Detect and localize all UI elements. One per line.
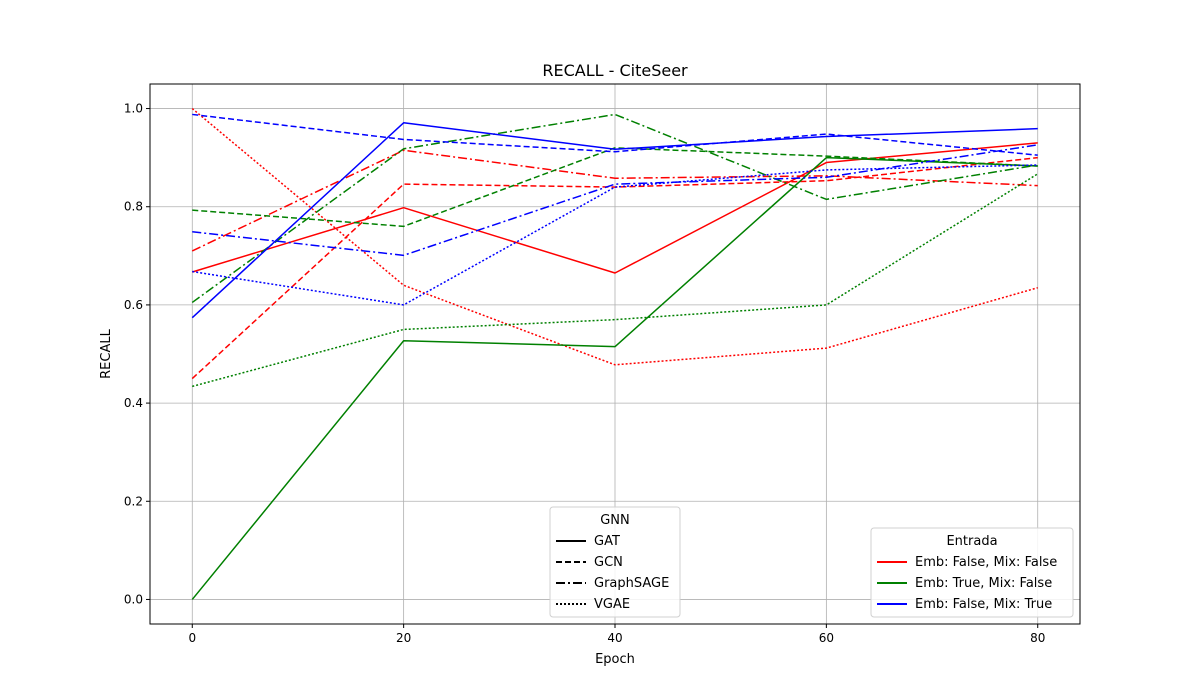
legend-title: GNN xyxy=(600,513,630,528)
legend-entry-label: Emb: False, Mix: True xyxy=(915,597,1052,612)
plot-lines xyxy=(191,107,1039,600)
legend-entry-label: Emb: True, Mix: False xyxy=(915,576,1052,591)
x-tick-label: 20 xyxy=(396,631,411,645)
x-axis-label: Epoch xyxy=(595,652,635,667)
legend-entrada: Entrada Emb: False, Mix: False Emb: True, … xyxy=(870,527,1074,618)
chart-title: RECALL - CiteSeer xyxy=(542,61,688,80)
legend-entry-label: Emb: False, Mix: False xyxy=(915,555,1057,570)
y-tick-label: 1.0 xyxy=(124,102,143,116)
series-line-gat-emb-false-mix-false xyxy=(192,142,1038,274)
legend-title: Entrada xyxy=(946,534,997,549)
y-tick-label: 0.4 xyxy=(124,396,143,410)
series-line-vgae-emb-false-mix-false xyxy=(191,107,1038,366)
legend-entry-label: GAT xyxy=(594,534,620,549)
series-line-gcn-emb-false-mix-true xyxy=(192,113,1038,156)
legends: GNN GAT GCN GraphSAGE VGAE Entrada Emb: False,… xyxy=(549,506,1074,618)
series-line-gcn-emb-false-mix-false xyxy=(191,156,1038,380)
series-line-graphsage-emb-true-mix-false xyxy=(191,113,1038,304)
grid xyxy=(150,84,1080,624)
series-line-vgae-emb-true-mix-false xyxy=(192,173,1039,388)
legend-entry-label: GCN xyxy=(594,555,623,570)
legend-entry-label: VGAE xyxy=(594,597,630,612)
x-tick-label: 40 xyxy=(607,631,622,645)
axis-ticks: 0 20 40 60 80 0.0 0.2 0.4 0.6 0.8 1.0 xyxy=(124,102,1045,645)
x-tick-label: 80 xyxy=(1030,631,1045,645)
x-tick-label: 60 xyxy=(819,631,834,645)
y-tick-label: 0.2 xyxy=(124,494,143,508)
series-line-graphsage-emb-false-mix-true xyxy=(192,144,1038,257)
series-line-gcn-emb-true-mix-false xyxy=(192,147,1038,228)
legend-box xyxy=(870,527,1074,618)
y-tick-label: 0.0 xyxy=(124,592,143,606)
y-tick-label: 0.8 xyxy=(124,200,143,214)
legend-gnn: GNN GAT GCN GraphSAGE VGAE xyxy=(549,506,681,618)
y-tick-label: 0.6 xyxy=(124,298,143,312)
legend-entry-label: GraphSAGE xyxy=(594,576,669,591)
series-line-graphsage-emb-false-mix-false xyxy=(191,149,1038,252)
series-line-gat-emb-false-mix-true xyxy=(191,122,1038,319)
legend-box xyxy=(549,506,681,618)
series-line-gat-emb-true-mix-false xyxy=(191,156,1038,600)
x-tick-label: 0 xyxy=(188,631,196,645)
y-axis-label: RECALL xyxy=(99,328,114,378)
